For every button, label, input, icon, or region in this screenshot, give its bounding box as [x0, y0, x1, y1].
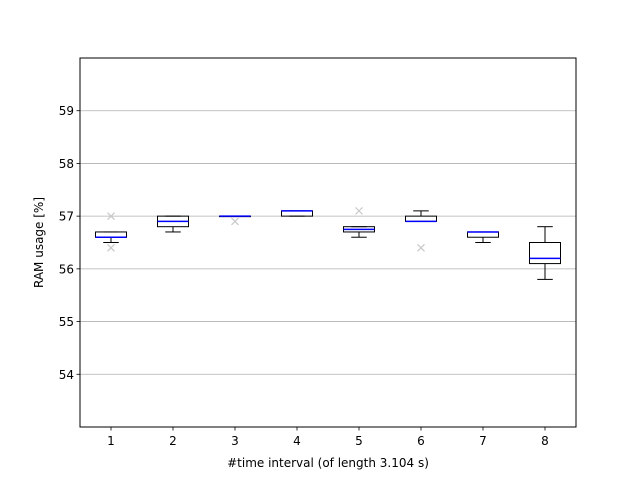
- x-tick-label: 2: [169, 434, 177, 448]
- x-tick-label: 7: [479, 434, 487, 448]
- box-group: [405, 210, 437, 252]
- y-tick-label: 57: [59, 210, 74, 224]
- y-axis-label: RAM usage [%]: [32, 197, 46, 288]
- plot-frame: [79, 57, 577, 428]
- box-group: [219, 215, 251, 226]
- y-tick-label: 58: [59, 157, 74, 171]
- box-group: [529, 226, 561, 280]
- y-tick-label: 55: [59, 315, 74, 329]
- box-group: [467, 231, 499, 243]
- x-tick-label: 6: [417, 434, 425, 448]
- outlier-marker: [417, 243, 425, 252]
- boxes: [95, 206, 561, 280]
- iqr-box: [529, 242, 561, 265]
- x-axis-label: #time interval (of length 3.104 s): [227, 456, 429, 470]
- x-tick-label: 8: [541, 434, 549, 448]
- y-tick-label: 56: [59, 262, 74, 276]
- box-group: [95, 212, 127, 252]
- outlier-marker: [107, 243, 115, 252]
- y-tick-label: 59: [59, 104, 74, 118]
- box-group: [157, 215, 189, 233]
- x-tick-label: 5: [355, 434, 363, 448]
- y-tick-label: 54: [59, 368, 74, 382]
- x-tick-label: 3: [231, 434, 239, 448]
- outlier-marker: [355, 206, 363, 215]
- outlier-marker: [231, 217, 239, 226]
- x-tick-label: 1: [107, 434, 115, 448]
- outlier-marker: [107, 212, 115, 221]
- box-group: [281, 210, 313, 217]
- x-tick-label: 4: [293, 434, 301, 448]
- box-group: [343, 206, 375, 238]
